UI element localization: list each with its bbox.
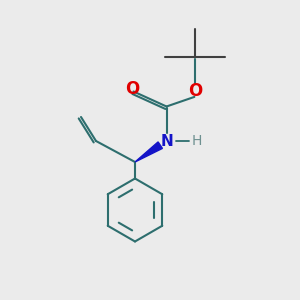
Polygon shape [135,142,162,162]
Text: H: H [191,134,202,148]
Text: N: N [160,134,173,148]
Text: O: O [188,82,202,100]
Text: O: O [125,80,139,98]
